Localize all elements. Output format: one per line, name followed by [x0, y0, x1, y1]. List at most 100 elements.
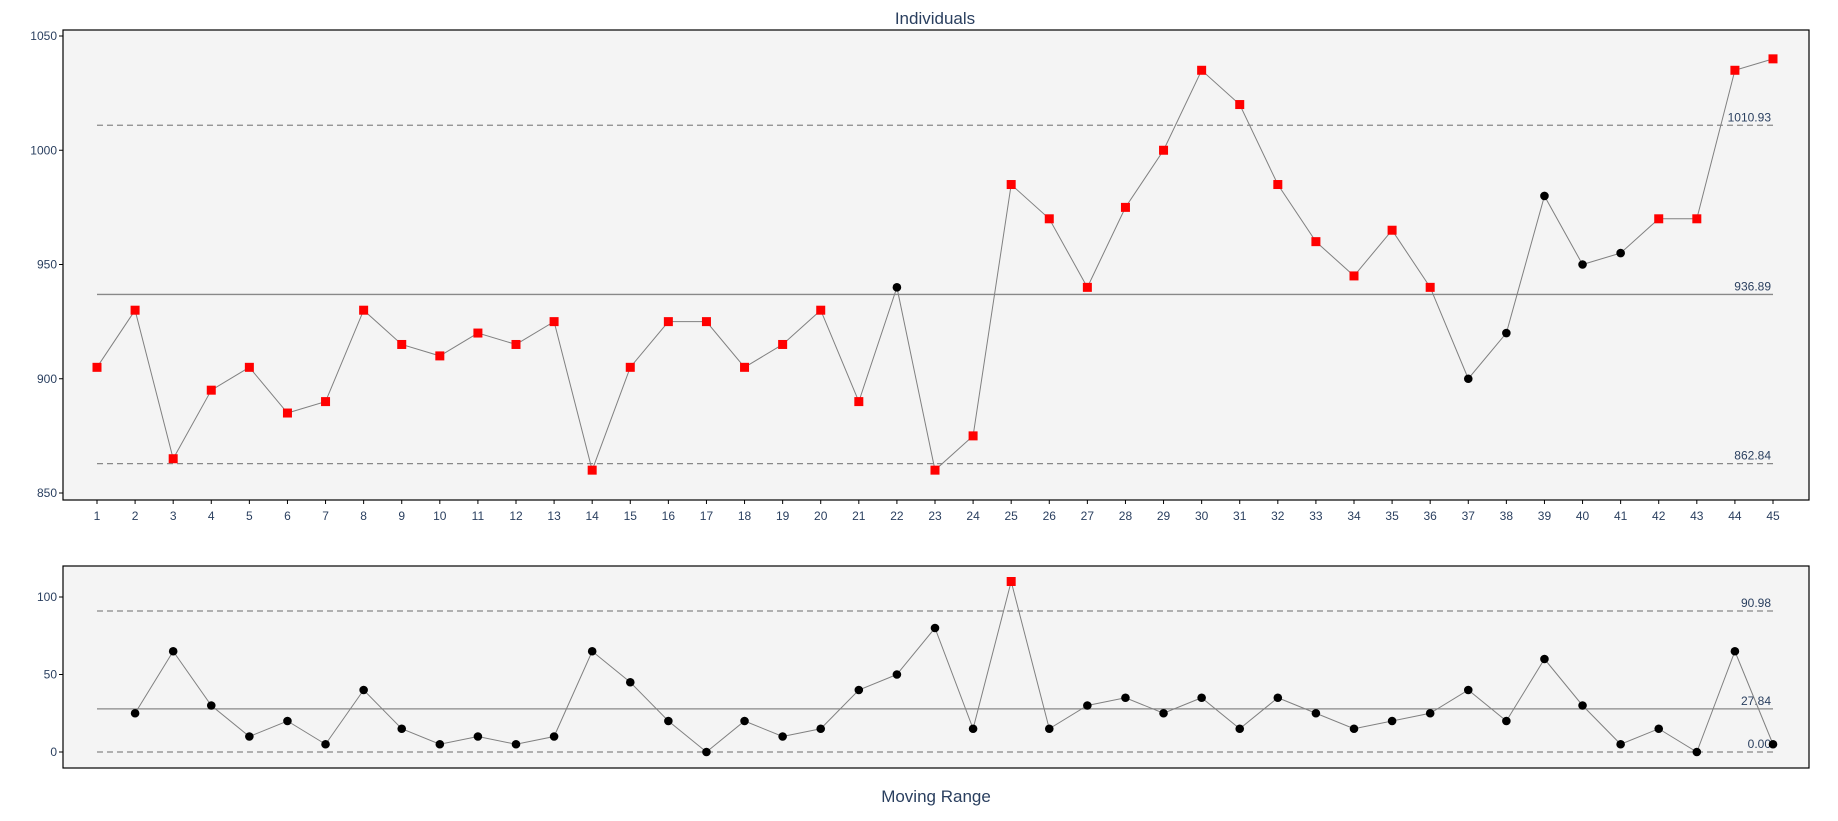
x-tick-label: 17 — [700, 509, 714, 523]
x-tick-label: 45 — [1766, 509, 1780, 523]
lower-control-limit-label: 0.00 — [1748, 737, 1772, 751]
data-point — [702, 747, 711, 757]
x-tick-label: 6 — [284, 509, 291, 523]
flagged-point — [587, 465, 597, 475]
data-point — [854, 685, 864, 695]
data-point — [245, 732, 254, 741]
data-point — [816, 724, 826, 734]
data-point — [397, 724, 407, 734]
moving-range-plot-area — [62, 565, 1810, 769]
data-point — [625, 677, 635, 687]
x-tick-label: 10 — [433, 509, 447, 523]
flagged-point — [625, 362, 635, 372]
data-point — [435, 739, 445, 749]
x-tick-label: 38 — [1500, 509, 1514, 523]
y-tick-label: 900 — [37, 372, 57, 386]
x-tick-label: 25 — [1005, 509, 1019, 523]
x-tick-label: 27 — [1081, 509, 1095, 523]
flagged-point — [1082, 282, 1092, 292]
data-point — [1197, 693, 1206, 703]
data-point — [1502, 328, 1511, 338]
data-point — [473, 732, 483, 741]
flagged-point — [854, 397, 864, 407]
x-tick-label: 15 — [624, 509, 638, 523]
x-tick-label: 13 — [547, 509, 561, 523]
data-point — [549, 732, 559, 741]
data-point — [1425, 708, 1435, 718]
data-point — [1083, 701, 1092, 710]
flagged-point — [397, 339, 407, 349]
x-tick-label: 12 — [509, 509, 523, 523]
data-point — [892, 283, 902, 292]
flagged-point — [816, 305, 826, 315]
flagged-point — [244, 362, 254, 372]
data-point — [511, 739, 521, 749]
x-tick-label: 20 — [814, 509, 828, 523]
x-tick-label: 31 — [1233, 509, 1247, 523]
flagged-point — [1349, 271, 1359, 281]
flagged-point — [1730, 65, 1740, 75]
x-tick-label: 35 — [1385, 509, 1399, 523]
x-tick-label: 19 — [776, 509, 790, 523]
flagged-point — [1425, 282, 1435, 292]
flagged-point — [778, 339, 788, 349]
y-tick-label: 50 — [44, 668, 58, 682]
data-point — [1044, 724, 1054, 734]
flagged-point — [130, 305, 140, 315]
flagged-point — [968, 431, 978, 441]
flagged-point — [435, 351, 445, 361]
data-point — [1578, 701, 1587, 710]
flagged-point — [701, 317, 711, 327]
x-tick-label: 33 — [1309, 509, 1323, 523]
data-point — [1502, 716, 1511, 726]
data-point — [1159, 708, 1168, 718]
data-point — [321, 739, 330, 749]
flagged-point — [1273, 180, 1283, 190]
upper-control-limit-label: 90.98 — [1741, 596, 1771, 610]
data-point — [1540, 654, 1549, 664]
flagged-point — [1311, 237, 1321, 247]
y-tick-label: 1050 — [30, 29, 57, 43]
data-point — [1730, 646, 1740, 656]
data-point — [778, 732, 787, 741]
flagged-point — [1006, 577, 1016, 586]
flagged-point — [282, 408, 292, 418]
x-tick-label: 11 — [472, 509, 485, 523]
flagged-point — [1006, 180, 1016, 190]
data-point — [968, 724, 978, 734]
data-point — [168, 646, 178, 656]
x-tick-label: 34 — [1347, 509, 1361, 523]
data-point — [1616, 248, 1625, 258]
flagged-point — [1159, 145, 1169, 155]
data-point — [1349, 724, 1359, 734]
data-point — [587, 646, 597, 656]
flagged-point — [1768, 54, 1778, 64]
x-tick-label: 14 — [586, 509, 600, 523]
center-line-label: 27.84 — [1741, 694, 1771, 708]
flagged-point — [321, 397, 331, 407]
x-tick-label: 30 — [1195, 509, 1209, 523]
flagged-point — [168, 454, 178, 464]
x-tick-label: 24 — [966, 509, 980, 523]
x-tick-label: 39 — [1538, 509, 1552, 523]
flagged-point — [1654, 214, 1664, 224]
flagged-point — [359, 305, 369, 315]
data-point — [1463, 374, 1473, 384]
data-point — [1235, 724, 1245, 734]
x-tick-label: 18 — [738, 509, 752, 523]
flagged-point — [1692, 214, 1702, 224]
x-tick-label: 1 — [94, 509, 101, 523]
flagged-point — [1235, 100, 1245, 110]
data-point — [1578, 260, 1587, 269]
x-tick-label: 3 — [170, 509, 177, 523]
flagged-point — [511, 339, 521, 349]
data-point — [359, 685, 368, 695]
x-tick-label: 40 — [1576, 509, 1590, 523]
y-tick-label: 0 — [50, 745, 57, 759]
y-tick-label: 100 — [37, 590, 57, 604]
data-point — [1311, 708, 1321, 718]
data-point — [1616, 739, 1625, 749]
data-point — [1540, 191, 1549, 201]
